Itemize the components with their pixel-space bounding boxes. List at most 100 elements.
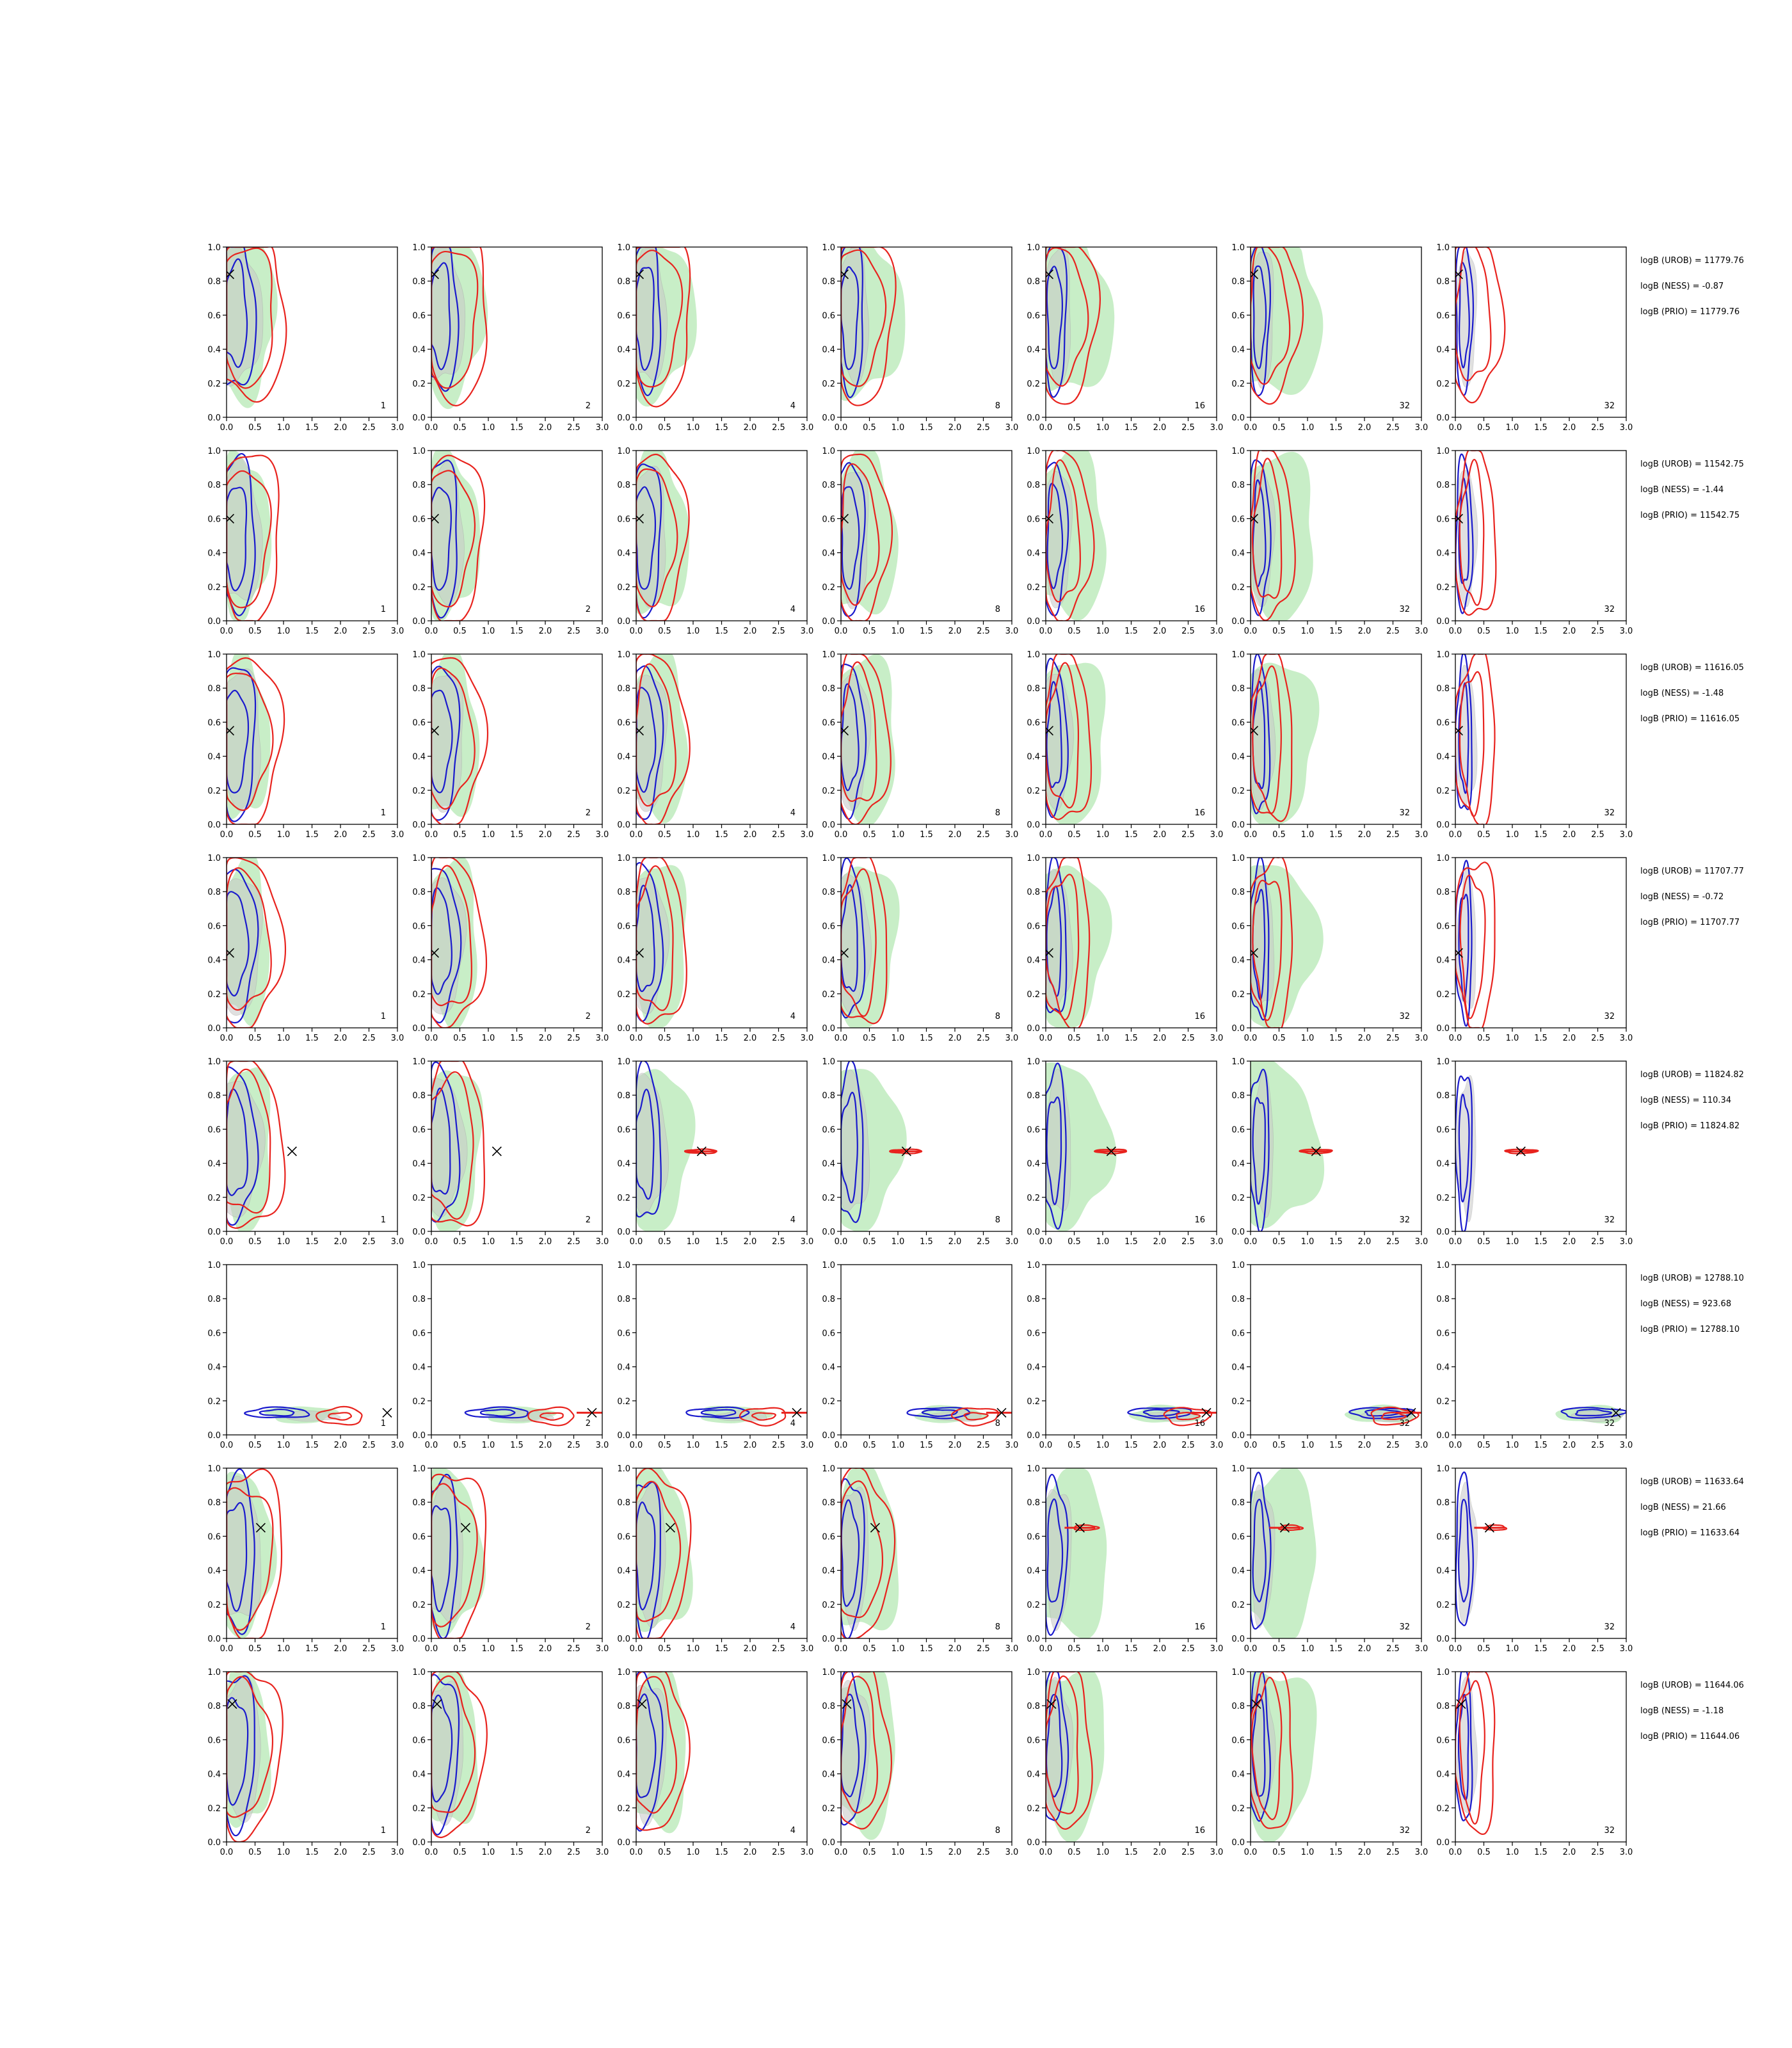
blue-contour — [431, 1087, 451, 1195]
blue-contour — [259, 1408, 295, 1417]
truth-marker — [792, 1407, 802, 1418]
x-tick-label: 1.5 — [920, 1441, 933, 1450]
y-tick-label: 0.6 — [207, 311, 221, 321]
x-tick-label: 0.5 — [1068, 1237, 1081, 1247]
y-tick-label: 0.8 — [412, 684, 426, 694]
panel-r3-c3: 0.0 0.5 1.0 1.5 2.0 2.5 3.0 0.0 0.2 0.4 0.6 0.8 1.0 4 — [617, 650, 813, 840]
y-tick-label: 1.0 — [1436, 1464, 1450, 1474]
panel-label: 32 — [1604, 605, 1615, 614]
red-contour — [751, 1412, 777, 1421]
red-contour — [841, 249, 887, 387]
x-tick-label: 1.0 — [1301, 1848, 1315, 1857]
x-tick-label: 0.5 — [248, 1644, 262, 1654]
x-tick-label: 3.0 — [596, 423, 609, 433]
x-tick-label: 0.0 — [630, 1237, 643, 1247]
panel-plot-area — [1455, 1672, 1496, 1836]
y-tick-label: 0.2 — [412, 1194, 426, 1203]
y-tick-label: 0.0 — [1027, 1228, 1040, 1237]
panel-r3-c5: 0.0 0.5 1.0 1.5 2.0 2.5 3.0 0.0 0.2 0.4 0.6 0.8 1.0 1… — [1027, 650, 1223, 840]
x-tick-label: 1.0 — [277, 1644, 291, 1654]
y-tick-label: 0.2 — [412, 787, 426, 796]
y-tick-label: 1.0 — [617, 243, 630, 253]
panel-plot-area — [841, 451, 899, 621]
red-contour — [1251, 451, 1296, 621]
x-tick-label: 1.0 — [1301, 423, 1315, 433]
panel-plot-area — [1455, 247, 1506, 404]
y-tick-label: 0.2 — [412, 990, 426, 1000]
y-tick-label: 0.6 — [617, 1125, 630, 1135]
row-annotation-line: logB (UROB) = 11616.05 — [1640, 663, 1744, 673]
x-tick-label: 1.0 — [1506, 1441, 1519, 1450]
red-contour — [841, 1676, 878, 1814]
red-contour — [227, 1468, 283, 1638]
y-tick-label: 0.2 — [412, 1601, 426, 1610]
y-tick-label: 0.0 — [1027, 413, 1040, 423]
y-tick-label: 0.0 — [207, 820, 221, 830]
y-tick-label: 0.0 — [207, 1228, 221, 1237]
y-tick-label: 0.4 — [412, 1770, 426, 1780]
x-tick-label: 2.5 — [1591, 1034, 1604, 1043]
x-tick-label: 2.0 — [948, 627, 962, 636]
panel-plot-area — [1127, 1404, 1217, 1427]
y-tick-label: 0.4 — [1436, 346, 1450, 355]
gray-density-fill — [1046, 470, 1073, 609]
y-tick-label: 0.0 — [207, 1431, 221, 1441]
x-tick-label: 2.5 — [362, 627, 376, 636]
x-tick-label: 1.5 — [510, 1441, 524, 1450]
x-tick-label: 3.0 — [1005, 423, 1019, 433]
y-tick-label: 1.0 — [1231, 1464, 1245, 1474]
x-tick-label: 1.0 — [482, 627, 495, 636]
y-tick-label: 0.0 — [617, 1228, 630, 1237]
y-tick-label: 0.6 — [617, 718, 630, 728]
panel-r6-c5: 0.0 0.5 1.0 1.5 2.0 2.5 3.0 0.0 0.2 0.4 0.6 0.8 1.0 1… — [1027, 1261, 1223, 1450]
gray-density-fill — [841, 673, 872, 811]
blue-contour — [636, 267, 655, 371]
panel-label: 2 — [586, 401, 591, 411]
panel-label: 8 — [995, 401, 1000, 411]
x-tick-label: 1.5 — [1329, 1644, 1343, 1654]
panel-r3-c2: 0.0 0.5 1.0 1.5 2.0 2.5 3.0 0.0 0.2 0.4 0.6 0.8 1.0 2 — [412, 650, 609, 840]
red-contour — [636, 663, 676, 807]
x-tick-label: 0.5 — [1477, 423, 1491, 433]
x-tick-label: 2.0 — [744, 1848, 757, 1857]
y-tick-label: 0.0 — [1231, 1838, 1245, 1848]
x-tick-label: 1.5 — [1534, 1237, 1548, 1247]
x-tick-label: 0.5 — [1272, 1848, 1286, 1857]
panel-plot-area — [1455, 860, 1496, 1028]
y-tick-label: 0.4 — [822, 1160, 835, 1169]
y-tick-label: 0.4 — [207, 346, 221, 355]
y-tick-label: 0.6 — [1436, 922, 1450, 931]
y-tick-label: 0.2 — [1436, 380, 1450, 389]
x-tick-label: 2.0 — [1153, 1644, 1167, 1654]
y-tick-label: 0.4 — [1231, 1770, 1245, 1780]
blue-contour — [431, 460, 458, 619]
red-contour — [1455, 451, 1497, 616]
x-tick-label: 3.0 — [1210, 1644, 1224, 1654]
panel-label: 2 — [586, 605, 591, 614]
y-tick-label: 0.6 — [1027, 922, 1040, 931]
x-tick-label: 3.0 — [1210, 1441, 1224, 1450]
y-tick-label: 0.2 — [207, 1601, 221, 1610]
x-tick-label: 1.5 — [510, 423, 524, 433]
y-tick-label: 1.0 — [207, 1668, 221, 1677]
x-tick-label: 0.0 — [1244, 830, 1258, 840]
red-contour — [1251, 1676, 1283, 1821]
x-tick-label: 0.5 — [1477, 830, 1491, 840]
x-tick-label: 2.5 — [1181, 423, 1195, 433]
red-contour — [636, 1676, 677, 1814]
x-tick-label: 2.5 — [1591, 1644, 1604, 1654]
y-tick-label: 0.8 — [822, 277, 835, 287]
y-tick-label: 0.2 — [1027, 1397, 1040, 1407]
y-tick-label: 0.8 — [412, 1498, 426, 1508]
x-tick-label: 0.0 — [630, 830, 643, 840]
x-tick-label: 2.0 — [1358, 1034, 1372, 1043]
x-tick-label: 1.0 — [482, 830, 495, 840]
x-tick-label: 2.0 — [744, 1034, 757, 1043]
x-tick-label: 1.5 — [1124, 830, 1138, 840]
red-contour — [227, 454, 280, 621]
blue-contour — [1560, 1407, 1626, 1420]
y-tick-label: 1.0 — [412, 1668, 426, 1677]
x-tick-label: 1.5 — [1124, 1237, 1138, 1247]
y-tick-label: 0.6 — [1027, 1329, 1040, 1338]
gray-density-fill — [431, 1681, 464, 1826]
